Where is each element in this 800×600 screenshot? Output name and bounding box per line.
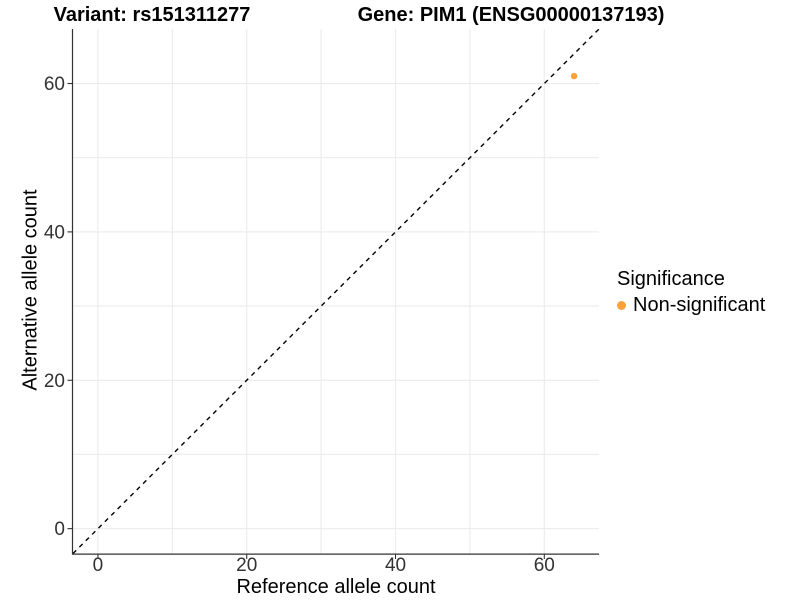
y-tick-label: 60 [44, 74, 65, 95]
y-tick-label: 40 [44, 222, 65, 243]
legend-item: Non-significant [617, 293, 765, 317]
legend-title: Significance [617, 268, 725, 290]
legend-point-icon [617, 300, 626, 310]
legend: Significance Non-significant [617, 267, 765, 317]
y-axis-title: Alternative allele count [19, 189, 42, 391]
data-point [570, 72, 578, 80]
y-tick-label: 20 [44, 371, 65, 392]
identity-dashed-line [72, 28, 600, 554]
x-axis-title: Reference allele count [236, 576, 436, 598]
x-tick-label: 60 [534, 555, 555, 576]
plot-title-variant: Variant: rs151311277 [53, 4, 251, 26]
y-tick-label: 0 [54, 519, 65, 540]
x-tick-label: 20 [236, 555, 257, 576]
plot-title-gene: Gene: PIM1 (ENSG00000137193) [357, 4, 665, 26]
legend-item-label: Non-significant [633, 294, 766, 316]
x-tick-label: 40 [385, 555, 406, 576]
x-tick-label: 0 [93, 555, 104, 576]
